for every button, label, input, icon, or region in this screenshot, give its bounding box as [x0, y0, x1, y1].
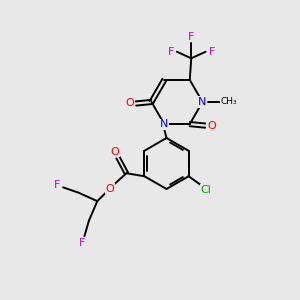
Text: CH₃: CH₃: [220, 98, 237, 106]
Text: N: N: [198, 97, 207, 107]
Text: O: O: [207, 121, 216, 130]
Text: F: F: [188, 32, 194, 42]
Text: O: O: [106, 184, 114, 194]
Text: O: O: [111, 147, 119, 157]
Text: Cl: Cl: [200, 185, 211, 195]
Text: F: F: [79, 238, 85, 248]
Text: F: F: [54, 180, 60, 190]
Text: O: O: [125, 98, 134, 109]
Text: F: F: [168, 47, 174, 57]
Text: F: F: [208, 47, 215, 57]
Text: N: N: [160, 119, 168, 129]
